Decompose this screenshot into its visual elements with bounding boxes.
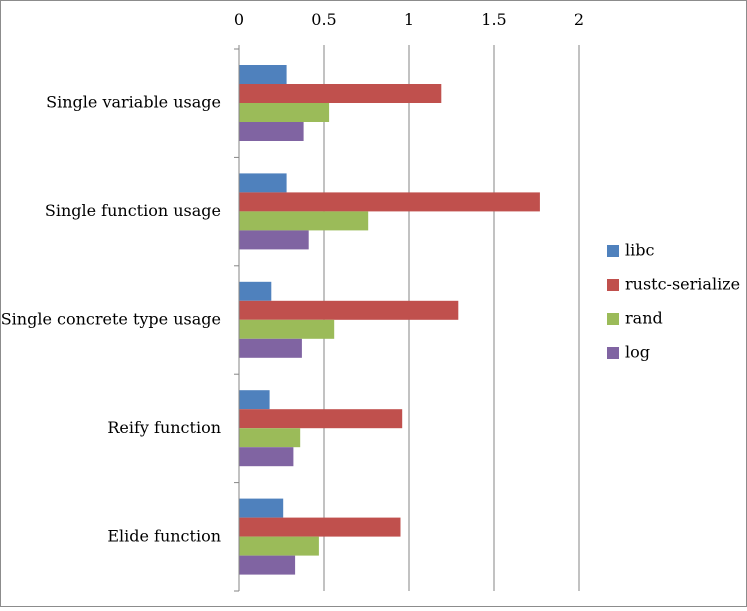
category-label: Elide function — [107, 526, 221, 545]
bar-libc-1 — [239, 173, 287, 193]
legend-label: libc — [625, 241, 654, 260]
bar-rustc-serialize-0 — [239, 84, 442, 103]
gridlines — [238, 45, 580, 591]
bars — [239, 65, 540, 575]
bar-log-2 — [239, 338, 302, 358]
bar-rustc-serialize-1 — [239, 192, 540, 212]
legend-label: rustc-serialize — [625, 275, 740, 294]
bar-log-3 — [239, 447, 294, 467]
category-label: Reify function — [107, 418, 221, 437]
bar-log-0 — [239, 122, 304, 141]
legend-label: log — [625, 343, 650, 362]
category-label: Single variable usage — [46, 93, 221, 112]
x-tick-label: 2 — [574, 10, 584, 29]
bar-libc-3 — [239, 390, 270, 410]
bar-libc-0 — [239, 65, 287, 84]
x-axis-ticks: 0 0.5 1 1.5 2 — [234, 10, 584, 29]
category-label: Single function usage — [45, 201, 221, 220]
legend-label: rand — [625, 309, 663, 328]
bar-rand-0 — [239, 103, 330, 122]
legend-swatch-rand — [607, 313, 619, 325]
bar-rustc-serialize-4 — [239, 517, 401, 537]
bar-rustc-serialize-3 — [239, 409, 403, 429]
bar-rand-1 — [239, 211, 369, 231]
x-tick-label: 1.5 — [481, 10, 506, 29]
legend-swatch-libc — [607, 245, 619, 257]
bar-rand-2 — [239, 319, 335, 339]
bar-log-1 — [239, 230, 309, 250]
x-tick-label: 0 — [234, 10, 244, 29]
x-tick-label: 1 — [404, 10, 414, 29]
legend-swatch-rustc-serialize — [607, 279, 619, 291]
bar-libc-4 — [239, 498, 284, 518]
category-label: Single concrete type usage — [1, 310, 221, 329]
x-tick-label: 0.5 — [311, 10, 336, 29]
bar-rand-4 — [239, 536, 319, 556]
bar-rustc-serialize-2 — [239, 300, 459, 320]
legend-swatch-log — [607, 347, 619, 359]
legend: libc rustc-serialize rand log — [607, 241, 740, 362]
bar-libc-2 — [239, 281, 272, 301]
y-axis: Single variable usage Single function usa… — [1, 48, 240, 592]
bar-log-4 — [239, 555, 296, 575]
bar-rand-3 — [239, 428, 301, 448]
